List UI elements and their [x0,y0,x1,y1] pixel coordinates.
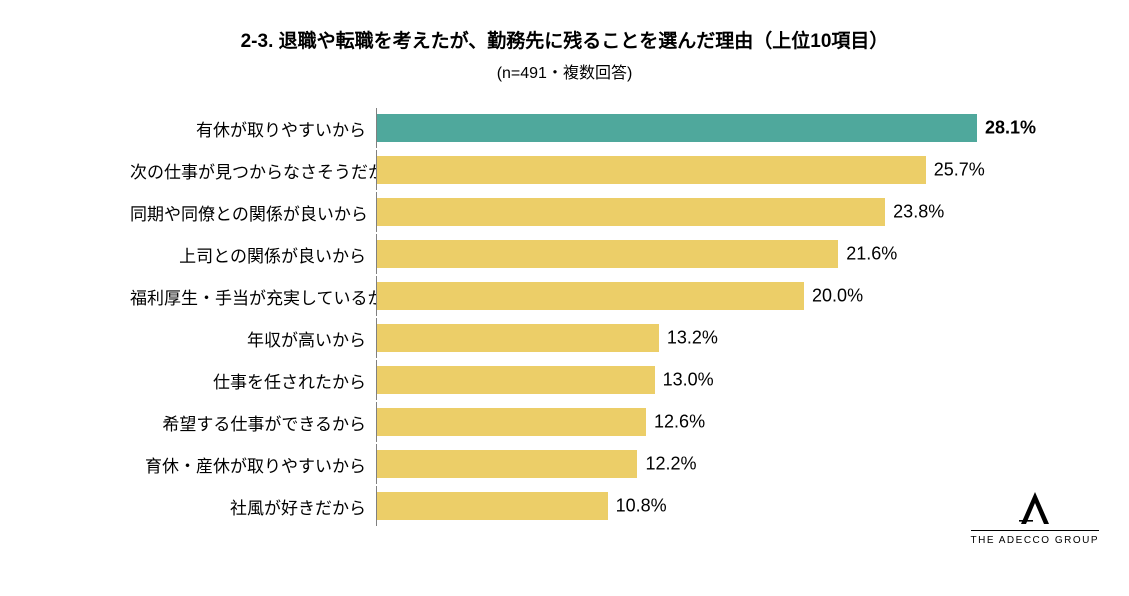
category-label: 希望する仕事ができるから [130,410,376,435]
bar [377,240,838,269]
brand-logo: THE ADECCO GROUP [971,490,1099,546]
bar-zone: 20.0% [376,276,1000,316]
category-label: 福利厚生・手当が充実しているから [130,284,376,309]
bar [377,282,804,311]
bar [377,156,926,185]
bar-zone: 25.7% [376,150,1000,190]
category-label: 年収が高いから [130,326,376,351]
bar [377,408,646,437]
chart-row: 有休が取りやすいから28.1% [130,108,1000,148]
chart-row: 同期や同僚との関係が良いから 23.8% [130,192,1000,232]
bar-zone: 12.6% [376,402,1000,442]
value-label: 25.7% [934,160,985,181]
chart-row: 希望する仕事ができるから 12.6% [130,402,1000,442]
bar-zone: 23.8% [376,192,1000,232]
value-label: 13.2% [667,328,718,349]
chart-title: 2-3. 退職や転職を考えたが、勤務先に残ることを選んだ理由（上位10項目） [0,26,1129,53]
value-label: 10.8% [616,496,667,517]
bar-zone: 28.1% [376,108,1000,148]
bar [377,492,608,521]
category-label: 同期や同僚との関係が良いから [130,200,376,225]
bar [377,198,885,227]
value-label: 12.6% [654,412,705,433]
chart-row: 上司との関係が良いから 21.6% [130,234,1000,274]
chart-row: 育休・産休が取りやすいから 12.2% [130,444,1000,484]
value-label: 12.2% [645,454,696,475]
chart-row: 福利厚生・手当が充実しているから 20.0% [130,276,1000,316]
value-label: 28.1% [985,118,1036,139]
bar-zone: 12.2% [376,444,1000,484]
bar [377,324,659,353]
bar-zone: 10.8% [376,486,1000,526]
bar-zone: 21.6% [376,234,1000,274]
brand-logo-text: THE ADECCO GROUP [971,530,1099,546]
bar [377,366,655,395]
category-label: 上司との関係が良いから [130,242,376,267]
chart-row: 仕事を任されたから 13.0% [130,360,1000,400]
bar [377,450,637,479]
category-label: 育休・産休が取りやすいから [130,452,376,477]
chart-row: 年収が高いから 13.2% [130,318,1000,358]
value-label: 13.0% [663,370,714,391]
bar-zone: 13.0% [376,360,1000,400]
bar-zone: 13.2% [376,318,1000,358]
bar [377,114,977,143]
category-label: 社風が好きだから [130,494,376,519]
chart-row: 社風が好きだから 10.8% [130,486,1000,526]
category-label: 次の仕事が見つからなさそうだから [130,158,376,183]
bar-chart: 有休が取りやすいから28.1%次の仕事が見つからなさそうだから25.7%同期や同… [130,108,1000,528]
value-label: 23.8% [893,202,944,223]
value-label: 20.0% [812,286,863,307]
category-label: 仕事を任されたから [130,368,376,393]
value-label: 21.6% [846,244,897,265]
chart-row: 次の仕事が見つからなさそうだから 25.7% [130,150,1000,190]
category-label: 有休が取りやすいから [130,116,376,141]
adecco-logo-icon [1013,490,1057,526]
chart-subtitle: (n=491・複数回答) [0,59,1129,83]
